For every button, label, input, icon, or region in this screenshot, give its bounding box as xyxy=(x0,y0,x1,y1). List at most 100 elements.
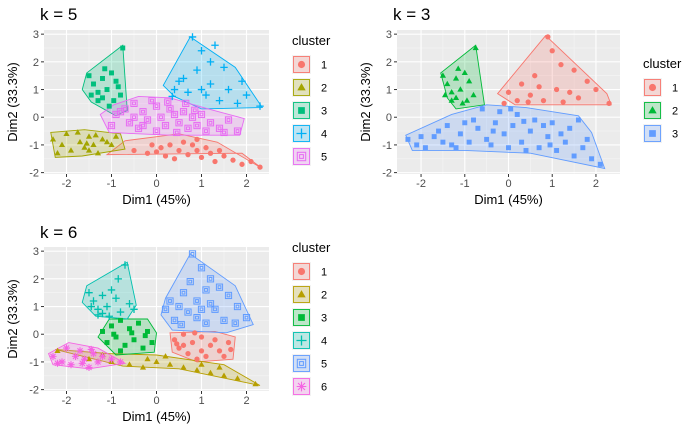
cluster-5-point xyxy=(164,98,172,106)
cluster-5-point xyxy=(175,302,183,311)
cluster-5-point xyxy=(215,124,224,132)
cluster-1-point xyxy=(525,99,531,105)
cluster-1-point xyxy=(536,84,542,90)
y-tick-label: -1 xyxy=(29,140,39,152)
cluster-3-point xyxy=(422,145,428,151)
cluster-4-point xyxy=(188,33,197,41)
legend-label: 2 xyxy=(321,83,327,95)
legend-key-6 xyxy=(292,377,311,396)
cluster-3-point xyxy=(492,120,498,126)
legend-label: 4 xyxy=(321,129,327,141)
cluster-3-point xyxy=(122,342,128,348)
cluster-1-point xyxy=(553,86,560,93)
cluster-1-point xyxy=(198,334,205,340)
y-tick-label: 1 xyxy=(33,85,39,97)
cluster-1-point xyxy=(198,154,205,161)
legend-key-symbol xyxy=(296,128,307,139)
legend-key-1 xyxy=(643,78,662,97)
y-tick-label: -1 xyxy=(29,357,39,369)
cluster-1-point xyxy=(176,345,182,351)
cluster-6-point xyxy=(85,363,93,372)
y-axis-label: Dim2 (33.3%) xyxy=(5,62,20,141)
cluster-1-hull xyxy=(105,133,263,169)
x-tick-label: 1 xyxy=(198,178,204,190)
cluster-3-point xyxy=(111,98,117,104)
cluster-3-point xyxy=(523,147,529,153)
cluster-6-point xyxy=(76,347,84,355)
x-tick-label: 2 xyxy=(593,178,599,190)
legend-label: 2 xyxy=(321,290,327,302)
cluster-4-point xyxy=(170,85,179,94)
cluster-3-point xyxy=(466,139,472,145)
legend-key-5 xyxy=(292,354,311,373)
cluster-2-point xyxy=(126,361,133,367)
cluster-4-point xyxy=(211,41,219,49)
cluster-3-point xyxy=(86,73,92,79)
x-tick-label: -2 xyxy=(416,178,426,190)
cluster-3-point xyxy=(545,134,551,140)
cluster-3-point xyxy=(113,334,119,340)
cluster-2-point xyxy=(85,133,93,139)
cluster-5-point xyxy=(143,116,152,124)
cluster-5-point xyxy=(231,319,239,327)
cluster-2-point xyxy=(466,77,473,84)
cluster-3-point xyxy=(118,92,123,98)
cluster-4-point xyxy=(103,302,111,311)
y-axis-label: Dim2 (33.3%) xyxy=(358,62,373,141)
legend-label: 3 xyxy=(672,129,678,141)
cluster-1-point xyxy=(228,346,234,353)
cluster-5-point xyxy=(224,291,233,300)
legend-key-2 xyxy=(292,78,311,97)
x-axis-label: Dim1 (45%) xyxy=(122,192,191,207)
panel-title: k = 3 xyxy=(393,5,430,24)
cluster-1-point xyxy=(162,153,169,159)
cluster-3-point xyxy=(109,323,114,329)
cluster-5-point xyxy=(166,105,174,113)
legend-title: cluster xyxy=(292,240,331,255)
cluster-2-point xyxy=(162,353,169,359)
cluster-1-point xyxy=(257,164,263,170)
cluster-5-point xyxy=(166,297,174,305)
cluster-5-point xyxy=(191,106,199,114)
x-tick-label: -1 xyxy=(107,395,117,407)
cluster-5-point xyxy=(193,314,201,322)
y-tick-label: 1 xyxy=(33,302,39,314)
cluster-6-point xyxy=(80,355,89,363)
cluster-2-point xyxy=(54,149,61,156)
cluster-3-point xyxy=(501,131,507,137)
cluster-2-point xyxy=(457,86,464,92)
legend-key-5 xyxy=(292,147,311,166)
cluster-2-point xyxy=(452,75,460,81)
legend-title: cluster xyxy=(292,33,331,48)
cluster-1-point xyxy=(153,149,160,155)
cluster-5-point xyxy=(139,108,147,116)
cluster-3-point xyxy=(536,145,542,151)
x-tick-label: -1 xyxy=(460,178,470,190)
cluster-5-point xyxy=(197,110,206,119)
panel-title: k = 6 xyxy=(40,223,77,242)
cluster-2-point xyxy=(139,364,147,370)
x-tick-label: 2 xyxy=(243,178,249,190)
cluster-4-point xyxy=(206,58,215,66)
y-tick-label: 2 xyxy=(33,274,39,286)
cluster-2-point xyxy=(58,141,66,148)
cluster-4-point xyxy=(114,275,122,283)
cluster-1-point xyxy=(131,147,137,154)
legend: cluster 1 2 3 xyxy=(643,56,682,143)
cluster-3-point xyxy=(91,81,96,87)
cluster-3-point xyxy=(490,128,496,134)
cluster-4-point xyxy=(89,297,98,305)
cluster-2-point xyxy=(180,364,187,370)
cluster-3-point xyxy=(584,136,590,142)
cluster-5-point xyxy=(173,128,181,137)
cluster-1-hull xyxy=(496,34,612,106)
plot-area xyxy=(47,250,261,387)
cluster-4-point xyxy=(233,99,242,108)
cluster-3-point xyxy=(131,337,137,343)
plot-area xyxy=(405,34,612,170)
legend-key-background xyxy=(292,354,311,373)
cluster-1-point xyxy=(158,145,164,151)
cluster-5-point xyxy=(233,127,242,135)
